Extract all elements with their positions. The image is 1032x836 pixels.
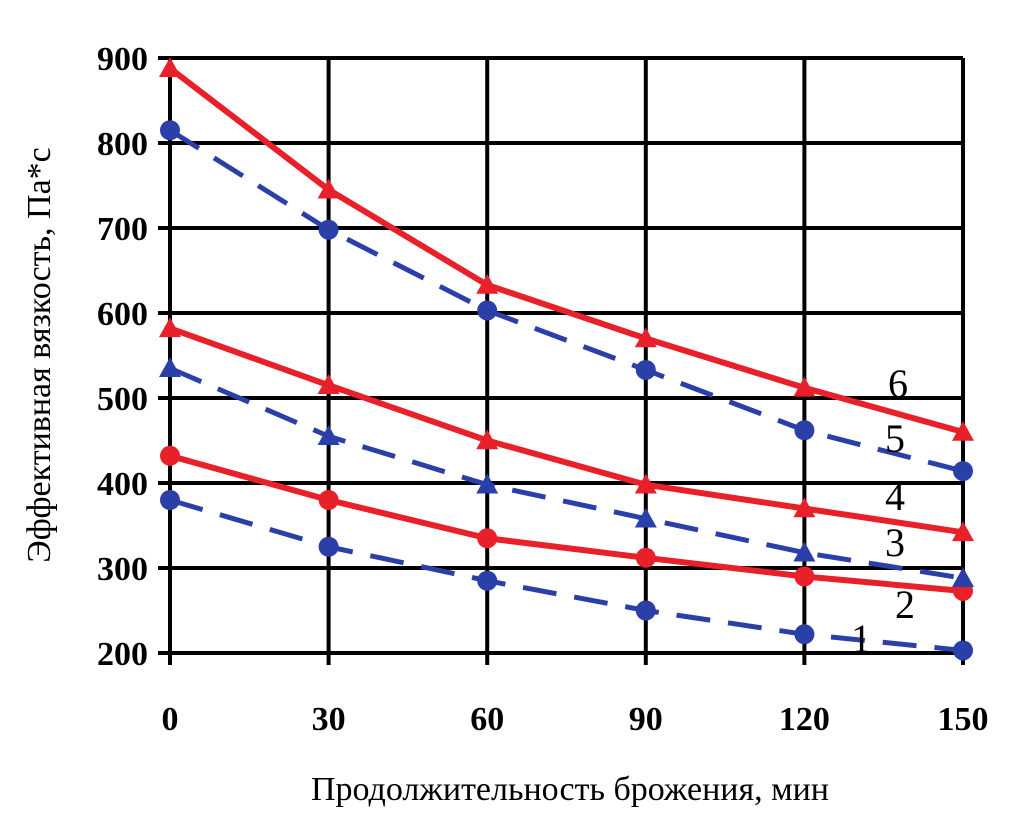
- data-point: [953, 461, 973, 482]
- series-line: [169, 365, 964, 581]
- grid: [158, 56, 965, 665]
- data-point: [635, 600, 656, 621]
- series-label: 5: [885, 416, 905, 461]
- data-point: [634, 327, 657, 348]
- data-point: [793, 376, 816, 397]
- data-point: [477, 570, 498, 591]
- x-tick-label: 30: [312, 701, 346, 738]
- series-line: [168, 128, 964, 474]
- x-axis-title: Продолжительность брожения, мин: [311, 771, 829, 808]
- y-tick-label: 800: [97, 126, 148, 163]
- series-6: 6: [159, 57, 974, 441]
- data-point: [793, 541, 816, 562]
- series-3: 3: [159, 357, 974, 587]
- y-tick-label: 300: [97, 551, 148, 588]
- data-point: [317, 425, 340, 446]
- data-point: [635, 547, 656, 568]
- series-line: [168, 65, 964, 435]
- series-5: 5: [160, 120, 973, 482]
- y-tick-label: 700: [97, 211, 148, 248]
- x-tick-label: 0: [162, 701, 179, 738]
- y-tick-label: 600: [97, 296, 148, 333]
- data-point: [794, 420, 815, 441]
- data-point: [160, 120, 180, 141]
- data-point: [634, 507, 657, 528]
- data-point: [952, 521, 974, 542]
- y-axis-title: Эффективная вязкость, Па*с: [21, 147, 58, 563]
- series-label: 4: [885, 474, 905, 519]
- data-point: [477, 528, 498, 549]
- data-point: [793, 497, 816, 518]
- series-4: 4: [159, 317, 974, 542]
- data-point: [317, 374, 340, 395]
- data-point: [159, 57, 181, 77]
- data-point: [794, 566, 815, 587]
- data-point: [635, 359, 656, 380]
- series-label: 2: [895, 582, 915, 627]
- data-point: [952, 421, 974, 441]
- x-tick-label: 120: [779, 701, 830, 738]
- series-1: 1: [160, 490, 973, 661]
- data-point: [794, 624, 815, 645]
- data-point: [160, 490, 180, 510]
- x-tick-label: 150: [938, 701, 989, 738]
- data-point: [476, 473, 499, 494]
- series-label: 1: [851, 616, 871, 661]
- series-line: [169, 452, 964, 594]
- data-point: [476, 429, 499, 450]
- data-point: [952, 567, 974, 587]
- series-label: 3: [885, 520, 905, 565]
- y-tick-label: 400: [97, 466, 148, 503]
- x-tick-label: 90: [629, 701, 663, 738]
- series-2: 2: [160, 445, 973, 627]
- y-tick-label: 900: [97, 41, 148, 78]
- series-line: [168, 325, 964, 536]
- y-tick-label: 200: [97, 636, 148, 673]
- series-line: [169, 497, 964, 653]
- x-tick-label: 60: [470, 701, 504, 738]
- data-point: [317, 178, 340, 199]
- data-point: [953, 640, 973, 661]
- data-point: [160, 445, 180, 466]
- data-point: [476, 273, 499, 294]
- data-point: [318, 219, 339, 240]
- data-point: [634, 473, 657, 494]
- data-point: [318, 536, 339, 557]
- y-tick-label: 500: [97, 381, 148, 418]
- data-point: [159, 317, 181, 338]
- data-point: [477, 300, 498, 321]
- series-label: 6: [888, 361, 908, 406]
- data-point: [318, 490, 339, 510]
- data-point: [159, 357, 181, 378]
- labels: 0 30 60 90 120 150 200 300 400 500 600 700 800 900: [97, 41, 989, 738]
